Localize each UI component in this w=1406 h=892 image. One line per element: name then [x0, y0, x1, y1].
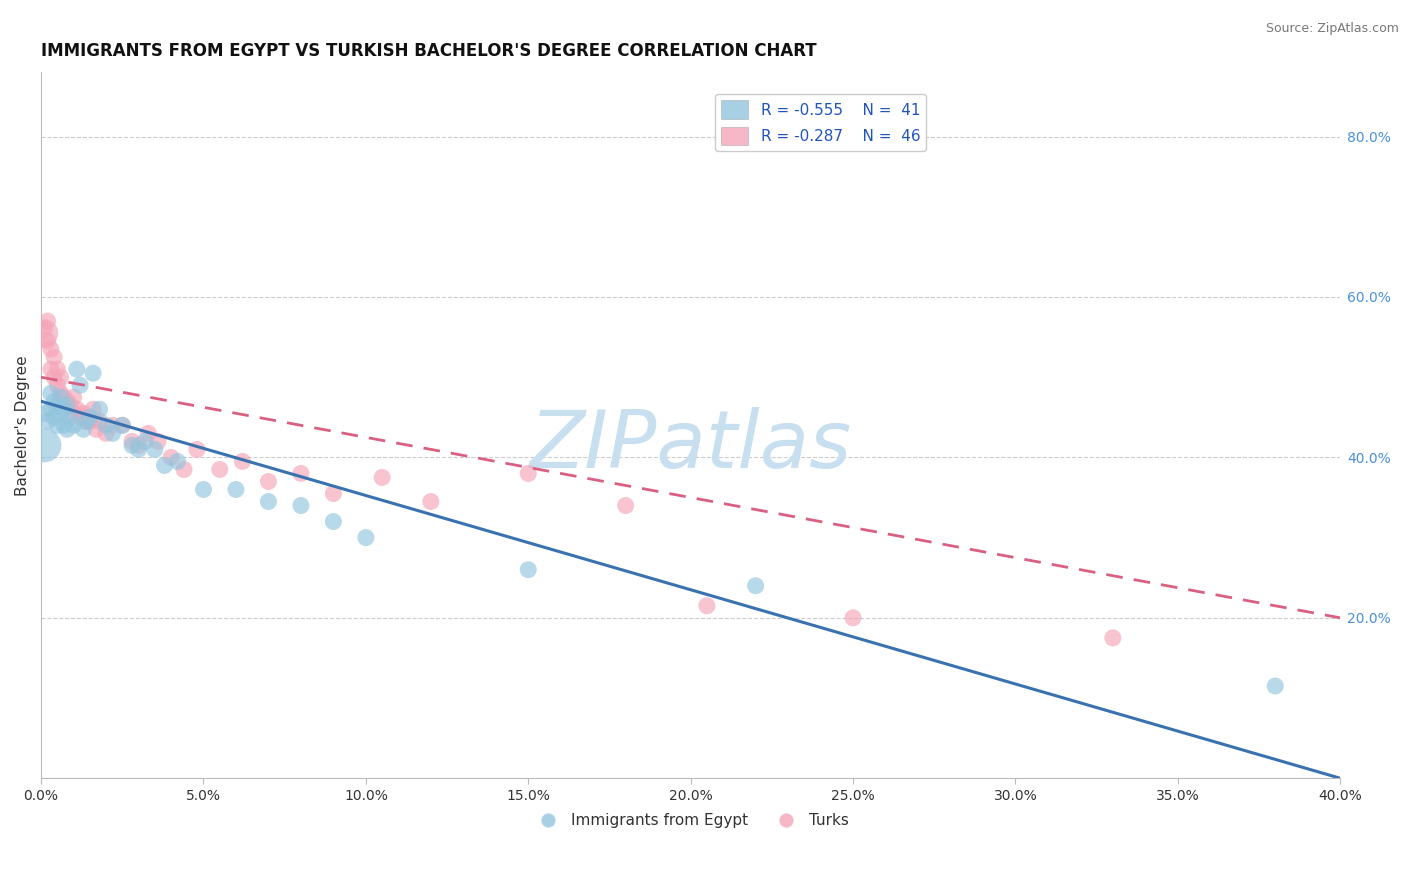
Point [69, 410, 91, 425]
Point [46, 418, 69, 433]
Point [56, 422, 79, 436]
Point [52, 390, 75, 404]
Point [62, 406, 84, 420]
Point [94, 426, 117, 441]
Point [173, 462, 195, 476]
Point [42, 410, 65, 425]
Point [231, 454, 253, 468]
Point [1101, 631, 1123, 645]
Point [79, 414, 101, 428]
Point [193, 483, 215, 497]
Text: ZIPatlas: ZIPatlas [530, 408, 852, 485]
Point [290, 467, 312, 481]
Y-axis label: Bachelor's Degree: Bachelor's Degree [15, 355, 30, 496]
Point [128, 442, 150, 457]
Text: Source: ZipAtlas.com: Source: ZipAtlas.com [1265, 22, 1399, 36]
Point [56, 394, 79, 409]
Point [517, 563, 540, 577]
Point [136, 426, 159, 441]
Point [121, 438, 143, 452]
Point [517, 467, 540, 481]
Point [34, 438, 56, 452]
Point [101, 418, 124, 433]
Point [744, 579, 766, 593]
Point [34, 322, 56, 336]
Point [166, 454, 188, 468]
Point [419, 494, 441, 508]
Point [146, 434, 169, 449]
Point [49, 386, 72, 401]
Point [46, 378, 69, 392]
Point [354, 531, 377, 545]
Point [52, 402, 75, 417]
Point [134, 434, 156, 449]
Point [89, 414, 111, 428]
Point [39, 386, 62, 401]
Point [69, 378, 91, 392]
Point [160, 450, 183, 465]
Point [49, 390, 72, 404]
Point [76, 414, 98, 428]
Point [111, 418, 134, 433]
Point [322, 486, 344, 500]
Point [101, 426, 124, 441]
Point [66, 402, 89, 417]
Point [696, 599, 718, 613]
Point [76, 414, 98, 428]
Point [153, 458, 176, 473]
Point [34, 326, 56, 340]
Point [62, 390, 84, 404]
Point [614, 499, 637, 513]
Point [257, 494, 280, 508]
Point [1264, 679, 1286, 693]
Point [94, 418, 117, 433]
Point [46, 362, 69, 376]
Point [56, 398, 79, 412]
Point [49, 370, 72, 384]
Point [59, 398, 82, 412]
Point [842, 611, 865, 625]
Point [225, 483, 247, 497]
Point [42, 394, 65, 409]
Point [111, 418, 134, 433]
Point [39, 342, 62, 356]
Point [49, 406, 72, 420]
Point [89, 402, 111, 417]
Point [257, 475, 280, 489]
Point [86, 422, 108, 436]
Point [39, 402, 62, 417]
Point [143, 442, 166, 457]
Point [186, 442, 208, 457]
Point [72, 406, 94, 420]
Legend: Immigrants from Egypt, Turks: Immigrants from Egypt, Turks [526, 807, 855, 834]
Point [121, 434, 143, 449]
Point [72, 422, 94, 436]
Point [37, 334, 59, 348]
Point [52, 418, 75, 433]
Point [82, 366, 104, 380]
Point [46, 398, 69, 412]
Point [39, 362, 62, 376]
Point [128, 438, 150, 452]
Point [37, 414, 59, 428]
Point [82, 402, 104, 417]
Point [62, 418, 84, 433]
Point [66, 362, 89, 376]
Point [208, 462, 231, 476]
Text: IMMIGRANTS FROM EGYPT VS TURKISH BACHELOR'S DEGREE CORRELATION CHART: IMMIGRANTS FROM EGYPT VS TURKISH BACHELO… [41, 42, 817, 60]
Point [42, 370, 65, 384]
Point [79, 410, 101, 425]
Point [322, 515, 344, 529]
Point [290, 499, 312, 513]
Point [42, 350, 65, 364]
Point [59, 410, 82, 425]
Point [37, 314, 59, 328]
Point [34, 406, 56, 420]
Point [371, 470, 394, 484]
